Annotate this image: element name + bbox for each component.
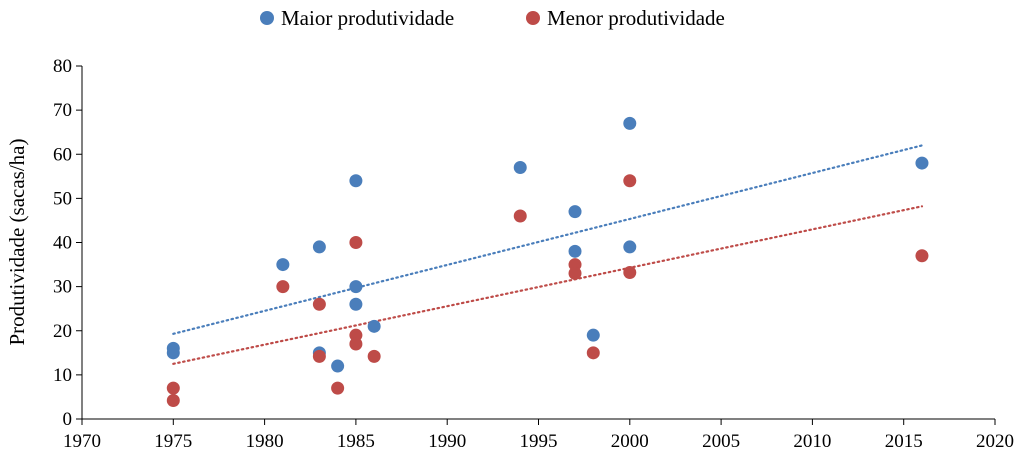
legend-label: Maior produtividade [281,6,454,30]
y-tick-label: 0 [63,409,73,430]
data-point [623,240,637,254]
data-point [367,319,381,333]
y-tick-label: 20 [53,321,72,342]
x-tick-label: 2015 [885,431,923,452]
data-point [349,174,363,188]
x-tick-label: 1990 [428,431,466,452]
y-tick-label: 40 [53,233,72,254]
data-point [915,156,929,170]
trendline-layer [172,144,924,365]
data-point [513,209,527,223]
y-tick-label: 60 [53,144,72,165]
data-point [623,116,637,130]
y-tick-label: 70 [53,100,72,121]
y-axis-title: Produtividade (sacas/ha) [5,138,29,345]
series-0-points [166,116,929,373]
x-tick-label: 2010 [793,431,831,452]
data-point [276,280,290,294]
data-point [331,359,345,373]
data-point [915,249,929,263]
data-point [349,297,363,311]
x-tick-label: 2020 [976,431,1014,452]
data-point [331,381,345,395]
data-point [367,349,381,363]
trendline-series-0 [172,144,924,335]
x-tick-label: 1970 [63,431,101,452]
data-point [349,280,363,294]
data-point [586,346,600,360]
data-point [568,244,582,258]
data-point [166,346,180,360]
y-tick-label: 10 [53,365,72,386]
data-point [349,337,363,351]
data-point [586,328,600,342]
x-tick-label: 2005 [702,431,740,452]
x-tick-label: 2000 [611,431,649,452]
y-tick-label: 30 [53,277,72,298]
data-point [312,349,326,363]
y-tick-label: 50 [53,188,72,209]
data-point [623,266,637,280]
legend-label: Menor produtividade [547,6,725,30]
data-point [276,258,290,272]
data-point [312,297,326,311]
trendline-series-1 [172,205,924,365]
data-point [166,393,180,407]
data-point [623,174,637,188]
legend-marker [260,11,274,25]
x-tick-label: 1980 [246,431,284,452]
data-point [568,205,582,219]
x-tick-label: 1985 [337,431,375,452]
data-point [349,236,363,249]
data-point [312,240,326,254]
legend-marker [526,11,540,25]
x-tick-label: 1995 [520,431,558,452]
y-tick-label: 80 [53,56,72,77]
legend: Maior produtividade Menor produtividade [260,6,725,30]
data-point [568,266,582,280]
data-points [166,116,929,407]
x-tick-label: 1975 [154,431,192,452]
data-point [166,381,180,395]
axes: 0 10 20 30 40 50 60 70 80 1970 1975 1980 1985 1990 199… [53,56,1014,452]
data-point [513,160,527,174]
series-1-points [166,174,929,407]
